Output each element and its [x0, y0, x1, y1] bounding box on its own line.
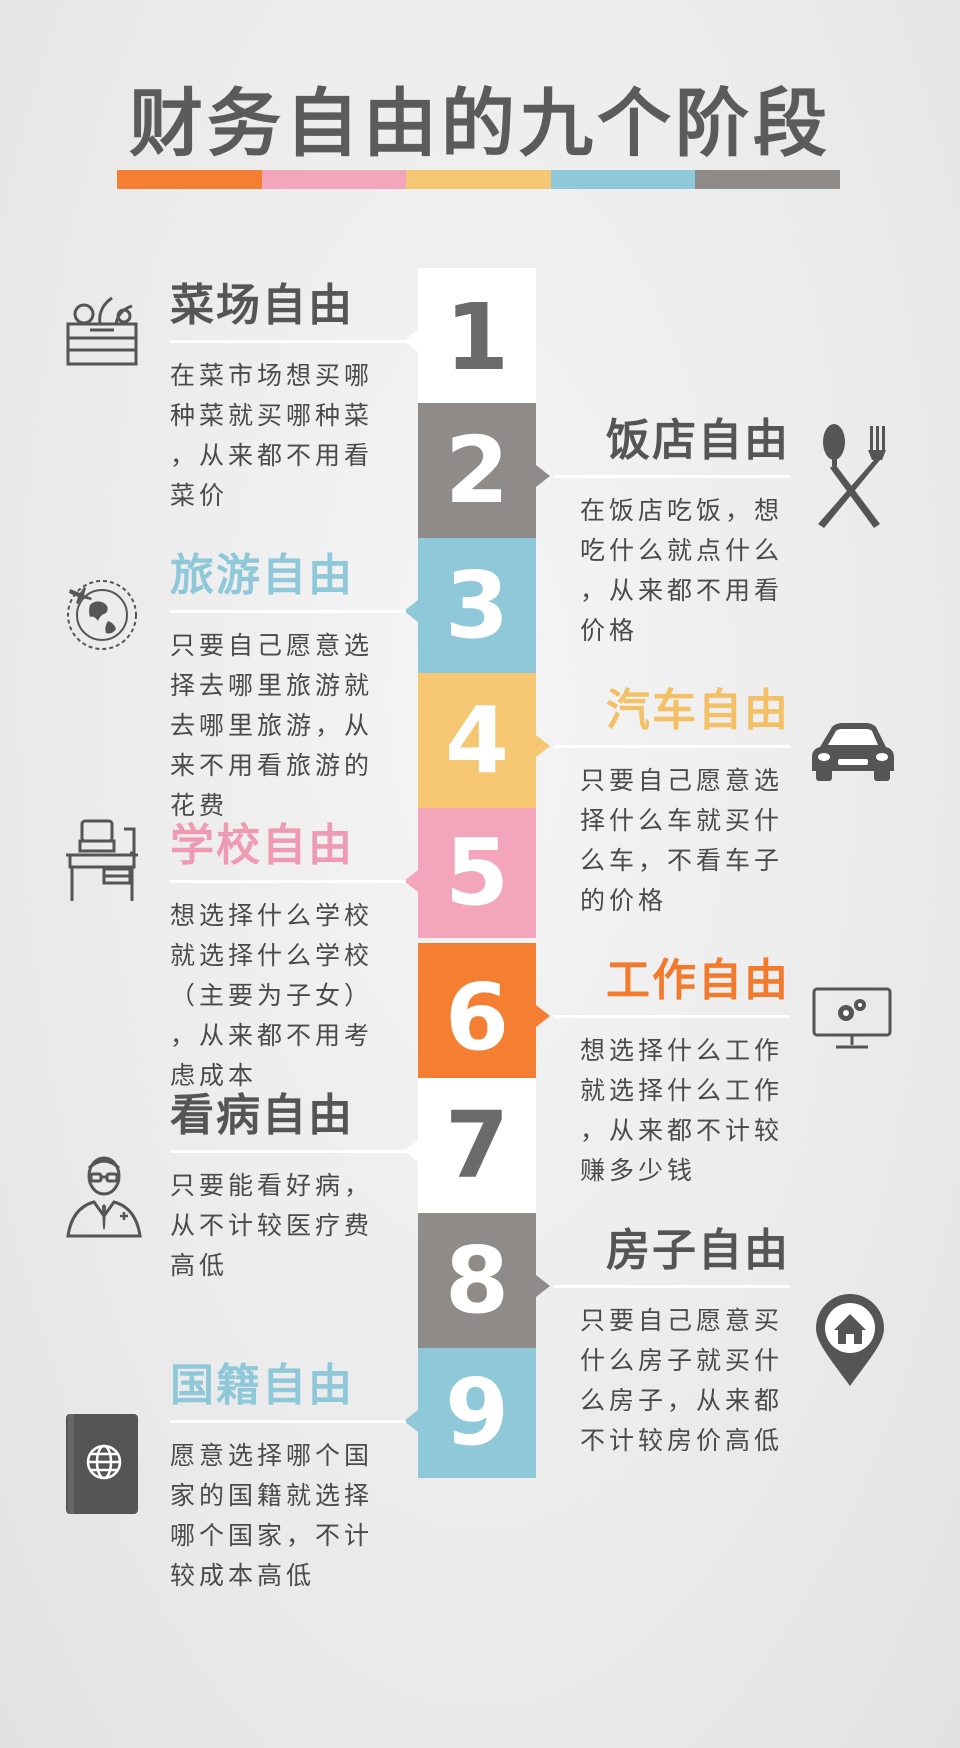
globe-plane-icon — [62, 575, 142, 659]
stage-number-block-5: 5 — [404, 808, 536, 938]
stage-connector-line — [554, 1015, 790, 1018]
stage-connector-line — [170, 610, 406, 613]
stage-title-2: 饭店自由 — [606, 415, 790, 466]
stage-title-5: 学校自由 — [170, 820, 354, 871]
stage-pointer — [536, 465, 550, 487]
stage-pointer — [536, 1005, 550, 1027]
stage-connector-line — [554, 1285, 790, 1288]
stage-number-block-2: 2 — [418, 403, 550, 538]
stage-connector-line — [170, 1150, 406, 1153]
stage-pointer — [404, 1140, 418, 1162]
stage-number: 7 — [444, 1091, 509, 1199]
house-pin-icon — [810, 1290, 890, 1394]
stage-description-7: 只要能看好病， 从不计较医疗费 高低 — [170, 1171, 374, 1280]
stage-title-4: 汽车自由 — [606, 685, 790, 736]
title-color-bar — [117, 170, 840, 189]
stage-description-1: 在菜市场想买哪 种菜就买哪种菜 ，从来都不用看 菜价 — [170, 361, 374, 510]
stage-description-2: 在饭店吃饭，想 吃什么就点什么 ，从来都不用看 价格 — [580, 496, 784, 645]
stage-connector-line — [554, 475, 790, 478]
stage-number: 4 — [444, 686, 509, 794]
stage-title-7: 看病自由 — [170, 1090, 354, 1141]
stage-number-block-9: 9 — [404, 1348, 536, 1478]
stage-number: 6 — [444, 964, 509, 1071]
stage-title-8: 房子自由 — [606, 1225, 790, 1276]
color-bar-yellow — [406, 170, 551, 189]
stage-connector-line — [554, 745, 790, 748]
vegetable-basket-icon — [62, 290, 142, 374]
stage-title-3: 旅游自由 — [170, 550, 354, 601]
stage-number-block-1: 1 — [404, 268, 536, 408]
stage-number: 1 — [444, 284, 509, 391]
car-icon — [810, 715, 896, 789]
stage-pointer — [404, 1410, 418, 1432]
stage-description-5: 想选择什么学校 就选择什么学校 （主要为子女） ，从来都不用考 虑成本 — [170, 901, 374, 1090]
stage-number-block-7: 7 — [404, 1078, 536, 1213]
stage-number: 2 — [444, 416, 509, 524]
stage-title-6: 工作自由 — [606, 955, 790, 1006]
stage-pointer — [404, 870, 418, 892]
color-bar-gray — [695, 170, 840, 189]
stage-description-6: 想选择什么工作 就选择什么工作 ，从来都不计较 赚多少钱 — [580, 1036, 784, 1185]
stage-number: 5 — [444, 819, 509, 926]
computer-gears-icon — [810, 985, 894, 1059]
stage-number-column: 1 2 3 4 5 6 7 8 9 — [404, 268, 550, 1540]
color-bar-orange — [117, 170, 262, 189]
stage-connector-line — [170, 340, 406, 343]
stage-description-4: 只要自己愿意选 择什么车就买什 么车，不看车子 的价格 — [580, 766, 784, 915]
stage-title-9: 国籍自由 — [170, 1360, 354, 1411]
stage-number: 8 — [444, 1226, 509, 1334]
page-title: 财务自由的九个阶段 — [129, 81, 831, 167]
school-desk-icon — [62, 815, 142, 909]
stage-connector-line — [170, 880, 406, 883]
stage-number-block-4: 4 — [418, 673, 550, 808]
stage-number-block-3: 3 — [404, 538, 536, 673]
stage-number: 3 — [444, 551, 509, 659]
stage-number-block-6: 6 — [418, 943, 550, 1093]
stage-pointer — [404, 600, 418, 622]
stage-pointer — [536, 1275, 550, 1297]
stage-connector-line — [170, 1420, 406, 1423]
stage-number: 9 — [444, 1359, 509, 1466]
stage-description-3: 只要自己愿意选 择去哪里旅游就 去哪里旅游，从 来不用看旅游的 花费 — [170, 631, 374, 820]
fork-knife-icon — [810, 420, 890, 534]
stage-number-block-8: 8 — [418, 1213, 550, 1348]
passport-icon — [62, 1410, 142, 1522]
doctor-icon — [62, 1150, 146, 1244]
stage-description-8: 只要自己愿意买 什么房子就买什 么房子，从来都 不计较房价高低 — [580, 1306, 784, 1455]
stage-pointer — [404, 330, 418, 352]
stage-description-9: 愿意选择哪个国 家的国籍就选择 哪个国家，不计 较成本高低 — [170, 1441, 374, 1590]
stage-title-1: 菜场自由 — [170, 280, 354, 331]
color-bar-pink — [261, 170, 407, 189]
stage-pointer — [536, 735, 550, 757]
color-bar-blue — [550, 170, 696, 189]
